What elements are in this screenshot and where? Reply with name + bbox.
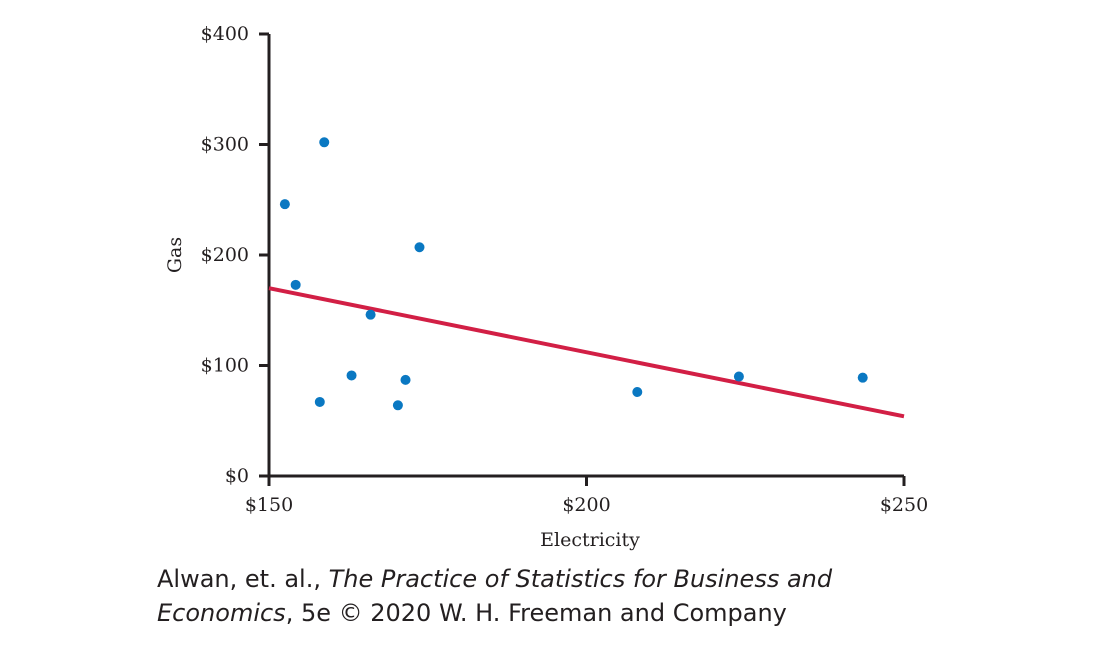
- x-tick-label: $250: [880, 494, 928, 516]
- y-tick-label: $100: [201, 355, 249, 377]
- y-tick-label: $300: [201, 134, 249, 156]
- y-tick-label: $200: [201, 244, 249, 266]
- credit-book-title-2: Economics: [157, 599, 286, 627]
- data-point: [319, 137, 330, 148]
- data-point: [346, 370, 357, 381]
- scatter-chart: $0 $100 $200 $300 $400 $150 $200 $250 Electric…: [164, 23, 928, 551]
- data-point: [632, 387, 643, 398]
- data-point: [733, 371, 744, 382]
- y-axis-title: Gas: [164, 237, 186, 273]
- credit-line-2: Economics, 5e © 2020 W. H. Freeman and C…: [157, 596, 832, 630]
- data-point: [392, 400, 403, 411]
- data-point: [400, 374, 411, 385]
- data-point: [857, 372, 868, 383]
- x-tick-label: $200: [562, 494, 610, 516]
- x-tick-label: $150: [245, 494, 293, 516]
- data-point: [314, 396, 325, 407]
- credit-book-title-1: The Practice of Statistics for Business …: [328, 565, 833, 593]
- y-axis-ticks: $0 $100 $200 $300 $400: [201, 23, 269, 487]
- credit-edition-publisher: , 5e © 2020 W. H. Freeman and Company: [285, 599, 787, 627]
- data-point: [365, 309, 376, 320]
- credit-authors: Alwan, et. al.,: [157, 565, 329, 593]
- y-tick-label: $0: [225, 465, 249, 487]
- data-point: [414, 242, 425, 253]
- x-axis-ticks: $150 $200 $250: [245, 476, 928, 516]
- data-point: [279, 199, 290, 210]
- x-axis-title: Electricity: [540, 529, 640, 551]
- figure-credit: Alwan, et. al., The Practice of Statisti…: [157, 562, 832, 630]
- data-point: [290, 279, 301, 290]
- data-points: [279, 137, 868, 411]
- credit-line-1: Alwan, et. al., The Practice of Statisti…: [157, 562, 832, 596]
- y-tick-label: $400: [201, 23, 249, 45]
- trend-line: [268, 286, 905, 419]
